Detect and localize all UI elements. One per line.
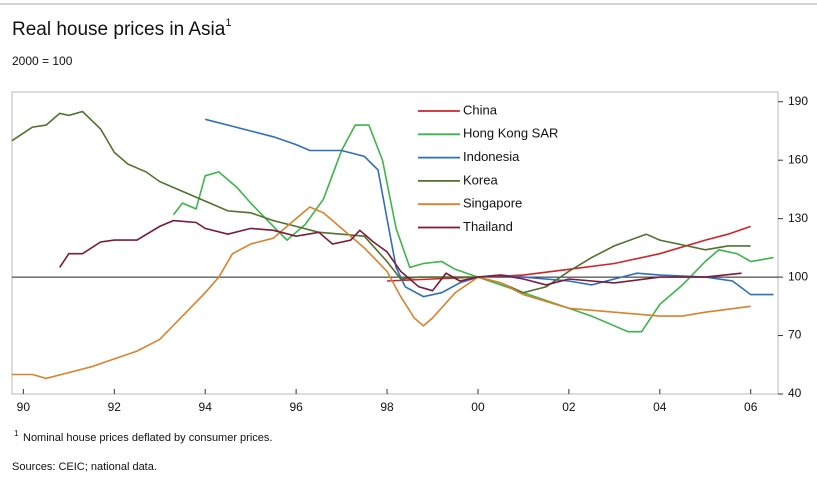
- footnote: Nominal house prices deflated by consume…: [23, 432, 272, 444]
- series-line: [205, 118, 774, 298]
- y-tick-label: 100: [788, 269, 808, 283]
- x-tick-label: 04: [653, 400, 667, 414]
- legend-label: China: [463, 102, 498, 117]
- y-tick-label: 130: [788, 211, 808, 225]
- series-line: [12, 206, 751, 380]
- x-tick-label: 02: [562, 400, 576, 414]
- footnote-marker: 1: [14, 429, 19, 438]
- source: Sources: CEIC; national data.: [12, 461, 157, 473]
- x-tick-label: 00: [471, 400, 485, 414]
- x-tick-label: 96: [289, 400, 303, 414]
- legend-label: Korea: [463, 172, 498, 187]
- title-marker: 1: [225, 17, 231, 29]
- legend-label: Singapore: [463, 196, 522, 211]
- series-line: [59, 219, 742, 292]
- plot-frame: [11, 91, 779, 395]
- series-line: [11, 110, 751, 294]
- y-tick-label: 160: [788, 152, 808, 166]
- x-tick-label: 92: [108, 400, 122, 414]
- y-tick-label: 190: [788, 94, 808, 108]
- y-tick-label: 40: [788, 386, 802, 400]
- series-line: [172, 124, 774, 333]
- subtitle: 2000 = 100: [12, 54, 73, 68]
- series-line: [386, 225, 751, 282]
- legend-label: Indonesia: [463, 149, 520, 164]
- legend-label: Thailand: [463, 219, 513, 234]
- title-text: Real house prices in Asia: [12, 19, 226, 40]
- x-tick-label: 06: [744, 400, 758, 414]
- y-tick-label: 70: [788, 328, 802, 342]
- x-tick-label: 98: [380, 400, 394, 414]
- legend-label: Hong Kong SAR: [463, 126, 558, 141]
- x-tick-label: 94: [199, 400, 213, 414]
- x-tick-label: 90: [17, 400, 31, 414]
- chart-title: Real house prices in Asia1: [12, 17, 231, 40]
